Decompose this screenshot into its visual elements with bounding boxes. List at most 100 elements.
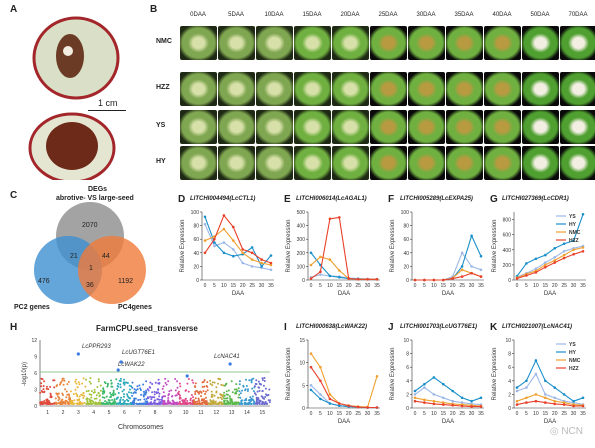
chart-y-tick-label: 40 — [193, 251, 199, 257]
manhattan-point — [225, 403, 228, 405]
manhattan-point — [261, 377, 264, 380]
chart-data-point — [375, 375, 379, 378]
chart-data-point — [413, 399, 417, 403]
manhattan-point — [135, 402, 138, 405]
panel-b-photo — [332, 110, 369, 144]
manhattan-point — [226, 393, 229, 396]
manhattan-point — [194, 397, 197, 400]
manhattan-point — [85, 378, 88, 381]
venn-title-line2: abrotive- VS large-seed — [56, 195, 134, 202]
chart-data-point — [309, 388, 313, 392]
manhattan-point — [202, 390, 205, 393]
chart-data-point — [432, 278, 436, 282]
chart-data-point — [470, 271, 473, 275]
chart-data-point — [562, 253, 566, 257]
manhattan-point — [150, 396, 153, 399]
chart-y-tick-label: 200 — [297, 251, 306, 257]
panel-b-photo — [180, 146, 217, 180]
chart-series-line — [415, 272, 482, 281]
manhattan-xlabel: Chromosomes — [118, 424, 164, 431]
chart-x-tick-label: 5 — [319, 411, 322, 417]
chart-data-point — [328, 393, 332, 396]
chart-data-point — [442, 403, 445, 406]
chart-data-point — [232, 239, 235, 242]
chart-data-point — [366, 406, 369, 409]
chart-y-tick-label: 400 — [503, 248, 512, 254]
manhattan-point — [201, 381, 204, 384]
manhattan-point — [219, 396, 222, 399]
chart-x-tick-label: 30 — [571, 411, 577, 417]
manhattan-point — [224, 397, 227, 400]
manhattan-point — [265, 402, 268, 405]
chart-x-tick-label: 30 — [571, 283, 577, 289]
manhattan-point — [78, 383, 81, 386]
manhattan-point — [167, 380, 170, 383]
chart-data-point — [319, 397, 322, 401]
manhattan-point — [255, 400, 258, 403]
manhattan-point — [98, 395, 101, 398]
chart-data-point — [375, 406, 379, 409]
manhattan-point — [261, 402, 264, 405]
chart-x-tick-label: 15 — [441, 283, 447, 289]
chart-data-point — [319, 255, 322, 259]
manhattan-point — [96, 386, 99, 388]
manhattan-point — [136, 388, 139, 391]
chart-data-point — [269, 261, 273, 265]
manhattan-point — [159, 402, 162, 405]
manhattan-point — [142, 395, 145, 398]
manhattan-point — [263, 377, 266, 379]
manhattan-point — [223, 394, 226, 397]
manhattan-point — [238, 390, 241, 393]
manhattan-point — [56, 393, 59, 396]
manhattan-point — [147, 397, 150, 400]
panel-b-photo — [484, 146, 521, 180]
chart-data-point — [309, 263, 313, 267]
manhattan-point — [89, 382, 92, 385]
manhattan-point — [112, 389, 115, 392]
chart-xlabel: DAA — [442, 419, 454, 425]
panel-b-row-ys: YS — [156, 122, 166, 129]
manhattan-point — [253, 385, 256, 388]
manhattan-point — [174, 401, 176, 404]
manhattan-point — [151, 383, 154, 385]
chart-data-point — [338, 276, 341, 279]
chart-x-tick-label: 20 — [346, 283, 352, 289]
manhattan-point — [95, 397, 98, 400]
manhattan-point — [157, 403, 160, 405]
manhattan-point — [47, 388, 50, 391]
chart-x-tick-label: 15 — [337, 283, 343, 289]
panel-b-col-25daa: 25DAA — [378, 12, 398, 18]
manhattan-chrom-tick: 14 — [244, 410, 250, 416]
chart-data-point — [250, 246, 254, 249]
panel-b-photo — [446, 146, 483, 180]
manhattan-point — [46, 385, 48, 388]
manhattan-point — [55, 402, 58, 405]
manhattan-point — [123, 395, 125, 398]
chart-data-point — [213, 237, 216, 241]
manhattan-point — [262, 397, 265, 400]
manhattan-point — [234, 392, 236, 395]
chart-data-point — [553, 402, 556, 406]
manhattan-point — [179, 385, 182, 388]
venn-count-top-only: 2070 — [82, 222, 98, 229]
manhattan-point — [195, 403, 198, 405]
manhattan-point — [86, 402, 89, 405]
manhattan-point — [222, 384, 225, 387]
chart-x-tick-label: 35 — [268, 283, 274, 289]
chart-title: LITCHI005289(LcEXPA25) — [400, 196, 473, 202]
chart-data-point — [470, 265, 473, 268]
manhattan-point — [200, 395, 202, 398]
manhattan-point — [93, 391, 96, 394]
chart-data-point — [260, 258, 263, 261]
manhattan-point — [268, 401, 271, 404]
manhattan-chrom-tick: 5 — [108, 410, 111, 416]
manhattan-point — [154, 399, 156, 402]
manhattan-point — [122, 398, 125, 401]
chart-data-point — [328, 258, 332, 261]
chart-y-tick-label: 60 — [403, 237, 409, 243]
manhattan-point — [81, 403, 84, 405]
manhattan-point — [164, 395, 166, 398]
chart-series-line — [310, 366, 377, 409]
chart-data-point — [562, 250, 566, 253]
